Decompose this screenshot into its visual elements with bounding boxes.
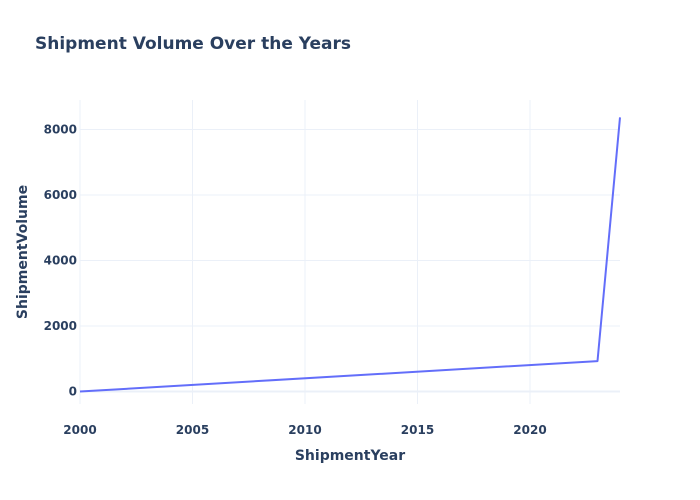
chart-title: Shipment Volume Over the Years xyxy=(35,34,352,54)
y-tick-label: 4000 xyxy=(44,254,77,268)
x-tick-label: 2010 xyxy=(288,423,321,437)
x-tick-label: 2005 xyxy=(176,423,209,437)
grid-layer xyxy=(79,100,620,404)
y-tick-label: 6000 xyxy=(44,188,77,202)
x-axis-title: ShipmentYear xyxy=(295,448,405,464)
y-axis-title: ShipmentVolume xyxy=(15,185,31,319)
x-tick-label: 2020 xyxy=(513,423,546,437)
y-tick-label: 8000 xyxy=(44,122,77,136)
tick-layer: 2000 2005 2010 2015 2020 0 2000 4000 6000 8000 xyxy=(44,122,547,437)
y-tick-label: 2000 xyxy=(44,319,77,333)
series-layer xyxy=(79,117,621,393)
series-line xyxy=(79,117,621,393)
y-tick-label: 0 xyxy=(69,385,77,399)
x-tick-label: 2000 xyxy=(63,423,96,437)
x-tick-label: 2015 xyxy=(401,423,434,437)
